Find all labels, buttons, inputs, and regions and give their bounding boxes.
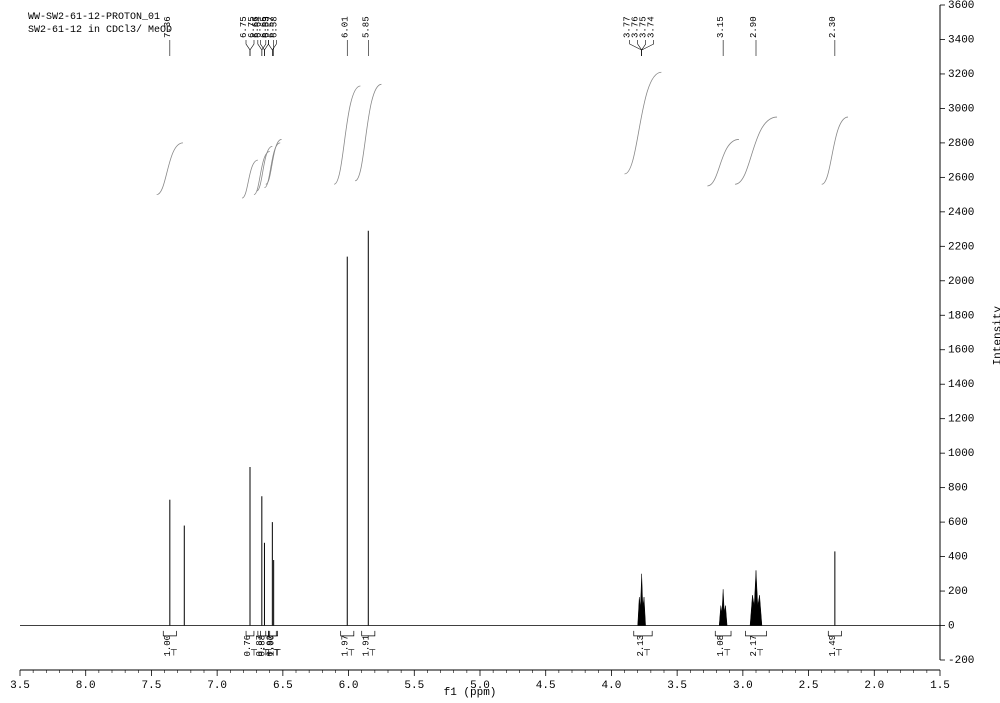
- integral-curve: [242, 160, 258, 198]
- integral-curve: [254, 152, 270, 195]
- y2-tick-label: 3000: [948, 103, 974, 115]
- y2-tick-label: 800: [948, 483, 968, 495]
- y2-tick-label: -200: [948, 655, 974, 667]
- peak-leader-line: [630, 40, 642, 56]
- integral-curve: [355, 84, 381, 181]
- peak-leader-line: [642, 40, 654, 56]
- y2-tick-label: 2800: [948, 138, 974, 150]
- y2-tick-label: 3600: [948, 0, 974, 12]
- y2-axis-label: Intensity: [992, 306, 1000, 365]
- y2-tick-label: 2400: [948, 207, 974, 219]
- integral-value-label: 2.13: [636, 635, 646, 657]
- peak-ppm-label: 7.36: [163, 16, 173, 38]
- peak-ppm-label: 3.74: [647, 16, 657, 38]
- y2-tick-label: 200: [948, 586, 968, 598]
- y2-tick-label: 2600: [948, 172, 974, 184]
- y2-tick-label: 600: [948, 517, 968, 529]
- integral-curve: [822, 117, 848, 184]
- integral-curve: [707, 139, 739, 186]
- integral-value-label: 1.08: [716, 635, 726, 657]
- peak-ppm-label: 5.85: [361, 16, 371, 38]
- peak-leader-line: [264, 40, 268, 56]
- y2-tick-label: 3200: [948, 69, 974, 81]
- peak-ppm-label: 6.57: [267, 16, 277, 38]
- x-axis-label: f1 (ppm): [0, 687, 940, 699]
- peak-multiplet: [638, 574, 646, 626]
- peak-multiplet: [719, 589, 727, 625]
- integral-curve: [334, 86, 360, 184]
- integral-curve: [625, 72, 662, 174]
- peak-leader-line: [268, 40, 272, 56]
- peak-ppm-label: 2.90: [749, 16, 759, 38]
- y2-tick-label: 1200: [948, 414, 974, 426]
- integral-value-label: 1.49: [828, 635, 838, 657]
- peak-leader-line: [272, 40, 276, 56]
- integral-value-label: 1.00: [163, 635, 173, 657]
- y2-tick-label: 1000: [948, 448, 974, 460]
- integral-curve: [157, 143, 183, 195]
- y2-tick-label: 1800: [948, 310, 974, 322]
- peak-ppm-label: 2.30: [828, 16, 838, 38]
- y2-tick-label: 3400: [948, 34, 974, 46]
- integral-curve: [257, 146, 273, 191]
- integral-value-label: 1.00: [267, 635, 277, 657]
- y2-tick-label: 400: [948, 552, 968, 564]
- y2-tick-label: 2200: [948, 241, 974, 253]
- integral-value-label: 1.91: [361, 635, 371, 657]
- peak-leader-line: [260, 40, 264, 56]
- nmr-svg-plot: 3600340032003000280026002400220020001800…: [0, 0, 1000, 703]
- peak-ppm-label: 3.15: [716, 16, 726, 38]
- peak-ppm-label: 6.01: [340, 16, 350, 38]
- peak-leader-line: [250, 40, 254, 56]
- integral-value-label: 0.76: [243, 635, 253, 657]
- peak-leader-line: [262, 40, 266, 56]
- integral-curve: [266, 139, 282, 184]
- y2-tick-label: 1600: [948, 345, 974, 357]
- integral-curve: [735, 117, 777, 184]
- peak-leader-line: [258, 40, 262, 56]
- y2-tick-label: 1400: [948, 379, 974, 391]
- y2-tick-label: 2000: [948, 276, 974, 288]
- integral-value-label: 1.97: [340, 635, 350, 657]
- nmr-spectrum-container: WW-SW2-61-12-PROTON_01 SW2-61-12 in CDCl…: [0, 0, 1000, 703]
- integral-value-label: 2.17: [749, 635, 759, 657]
- y2-tick-label: 0: [948, 621, 955, 633]
- integral-curve: [264, 143, 280, 188]
- peak-leader-line: [246, 40, 250, 56]
- peak-multiplet: [750, 570, 762, 625]
